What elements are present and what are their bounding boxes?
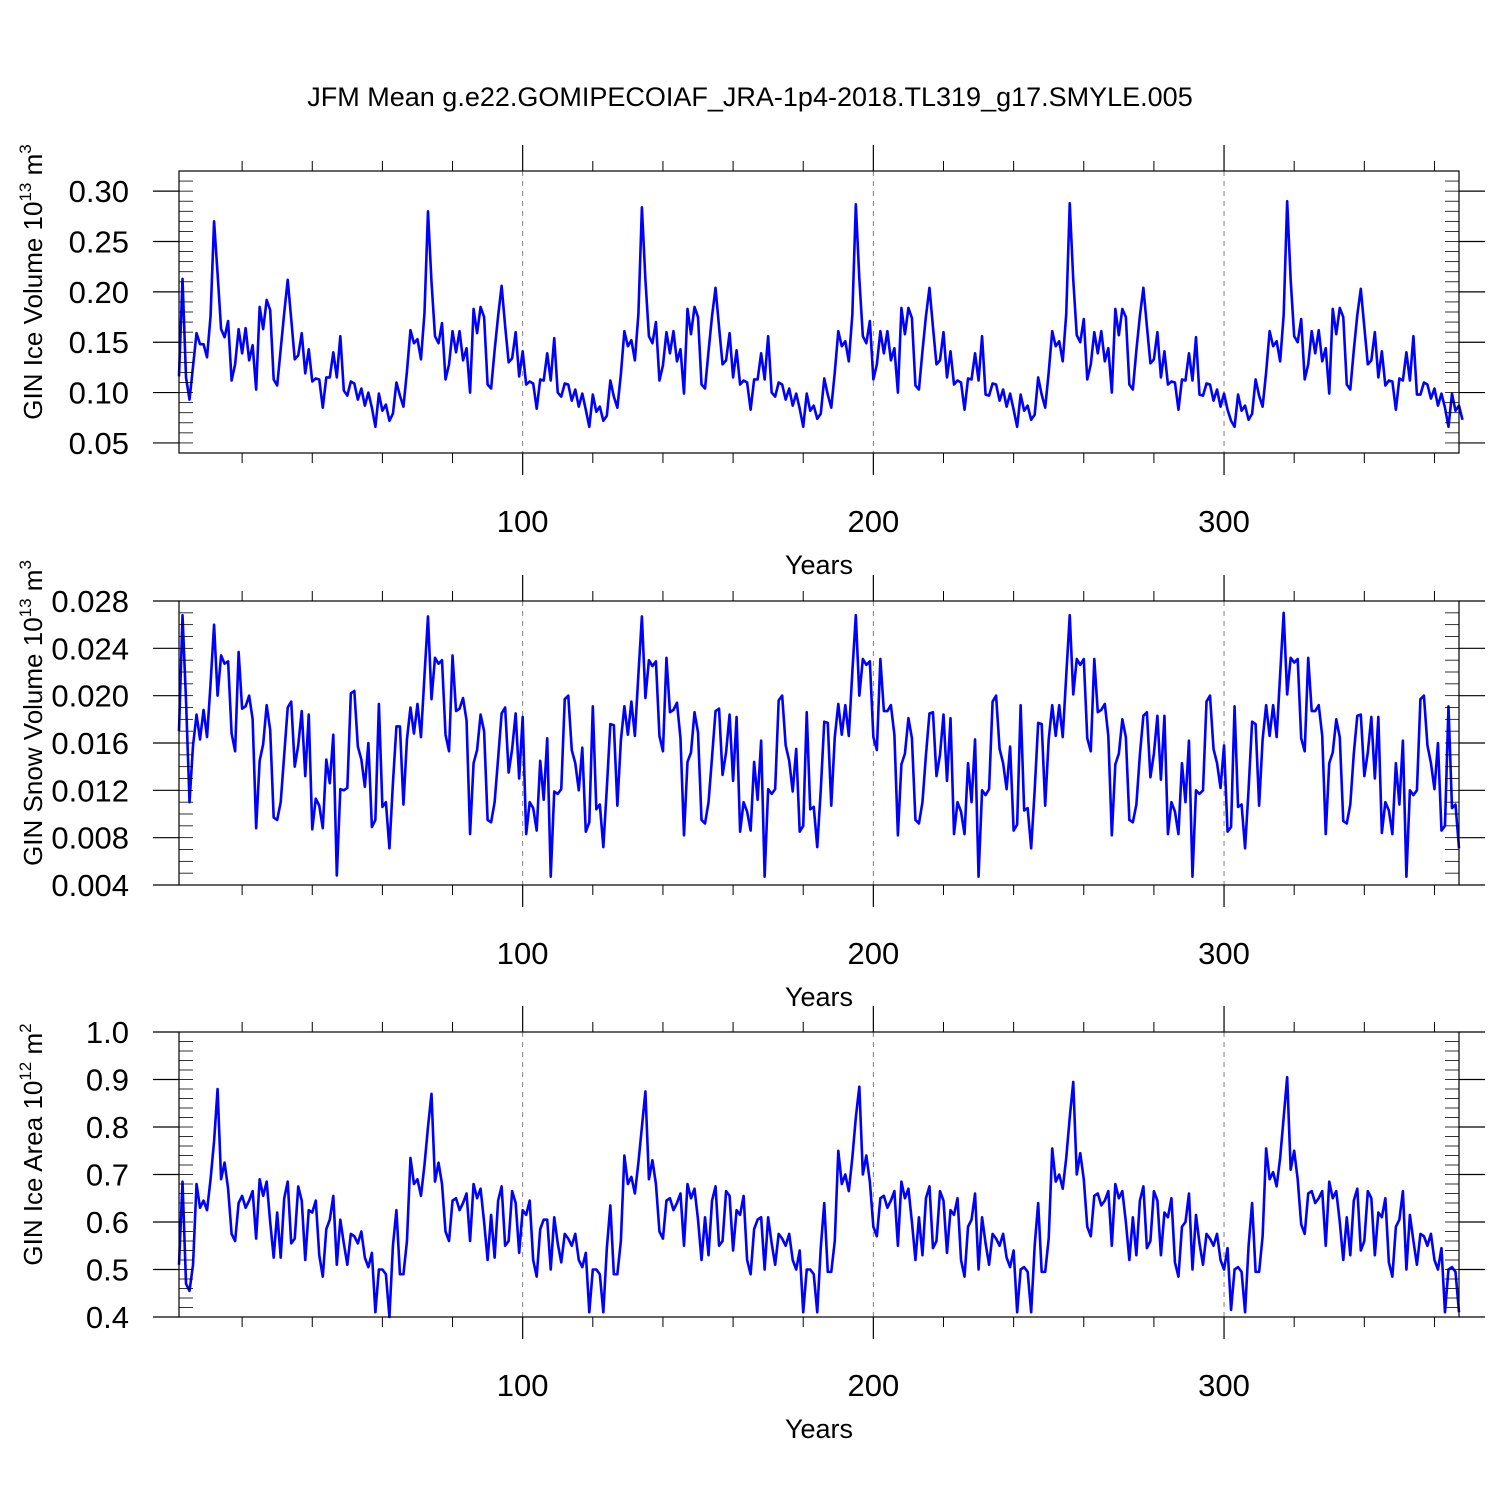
snow-volume-y-tick-label: 0.024 <box>51 631 129 666</box>
figure-title: JFM Mean g.e22.GOMIPECOIAF_JRA-1p4-2018.… <box>307 82 1192 112</box>
ice-volume-y-tick-label: 0.25 <box>69 225 129 260</box>
panel-snow-volume: 100 200 300 0.004 0.008 0.012 0.016 0.020 0.024 0… <box>16 560 1485 1012</box>
ice-volume-y-label-unit: m <box>18 154 48 183</box>
ice-area-x-tick-label: 200 <box>847 1368 899 1403</box>
ice-volume-series-line <box>177 199 1464 429</box>
snow-volume-y-tick-label: 0.016 <box>51 726 129 761</box>
ice-area-y-label-text: GIN Ice Area 10 <box>18 1081 48 1266</box>
snow-volume-y-tick-label: 0.004 <box>51 868 129 903</box>
ice-area-y-label-exponent: 12 <box>16 1062 35 1081</box>
ice-volume-y-tick-label: 0.15 <box>69 325 129 360</box>
ice-volume-y-axis-label: GIN Ice Volume 1013 m3 <box>16 144 48 420</box>
ice-area-y-tick-label: 0.5 <box>86 1253 129 1288</box>
snow-volume-y-tick-label: 0.028 <box>51 584 129 619</box>
ice-area-y-tick-label: 1.0 <box>86 1015 129 1050</box>
ice-area-series-line <box>177 1075 1461 1319</box>
ice-area-y-tick-label: 0.6 <box>86 1205 129 1240</box>
snow-volume-x-tick-label: 200 <box>847 936 899 971</box>
snow-volume-series-line <box>177 611 1461 879</box>
ice-area-x-axis-label: Years <box>785 1414 853 1444</box>
ice-volume-y-tick-label: 0.30 <box>69 174 129 209</box>
ice-volume-y-label-exponent: 13 <box>16 183 35 202</box>
ice-area-y-tick-label: 0.9 <box>86 1063 129 1098</box>
snow-volume-y-label-unit-exponent: 3 <box>16 560 35 569</box>
snow-volume-x-tick-label: 100 <box>497 936 549 971</box>
ice-volume-x-tick-label: 100 <box>497 504 549 539</box>
ice-area-y-label-unit: m <box>18 1033 48 1062</box>
snow-volume-x-tick-label: 300 <box>1198 936 1250 971</box>
panel-ice-volume: 100 200 300 0.05 0.10 0.15 0.20 0.25 0.30 Years GI… <box>16 144 1485 580</box>
panel-ice-area: 100 200 300 0.4 0.5 0.6 0.7 0.8 0.9 1.0 Years GIN I… <box>16 1006 1485 1444</box>
ice-volume-y-tick-label: 0.20 <box>69 275 129 310</box>
ice-volume-plot-frame <box>178 170 1460 454</box>
ice-area-y-tick-label: 0.4 <box>86 1300 129 1335</box>
snow-volume-y-tick-label: 0.008 <box>51 821 129 856</box>
snow-volume-y-tick-label: 0.012 <box>51 773 129 808</box>
ice-area-y-tick-label: 0.7 <box>86 1158 129 1193</box>
snow-volume-y-tick-label: 0.020 <box>51 679 129 714</box>
snow-volume-x-axis-label: Years <box>785 982 853 1012</box>
ice-volume-y-label-unit-exponent: 3 <box>16 144 35 153</box>
snow-volume-y-label-text: GIN Snow Volume 10 <box>18 617 48 866</box>
snow-volume-plot-frame <box>178 600 1460 886</box>
ice-area-y-label-unit-exponent: 2 <box>16 1023 35 1032</box>
ice-volume-y-tick-label: 0.10 <box>69 376 129 411</box>
ice-volume-y-label-text: GIN Ice Volume 10 <box>18 202 48 420</box>
ice-volume-x-tick-label: 300 <box>1198 504 1250 539</box>
ice-area-y-tick-label: 0.8 <box>86 1110 129 1145</box>
ice-area-x-tick-label: 300 <box>1198 1368 1250 1403</box>
ice-area-y-axis-label: GIN Ice Area 1012 m2 <box>16 1023 48 1265</box>
snow-volume-y-label-unit: m <box>18 570 48 599</box>
snow-volume-y-axis-label: GIN Snow Volume 1013 m3 <box>16 560 48 866</box>
ice-volume-x-tick-label: 200 <box>847 504 899 539</box>
ice-area-x-tick-label: 100 <box>497 1368 549 1403</box>
snow-volume-y-label-exponent: 13 <box>16 598 35 617</box>
ice-volume-y-tick-label: 0.05 <box>69 426 129 461</box>
ice-volume-x-axis-label: Years <box>785 550 853 580</box>
